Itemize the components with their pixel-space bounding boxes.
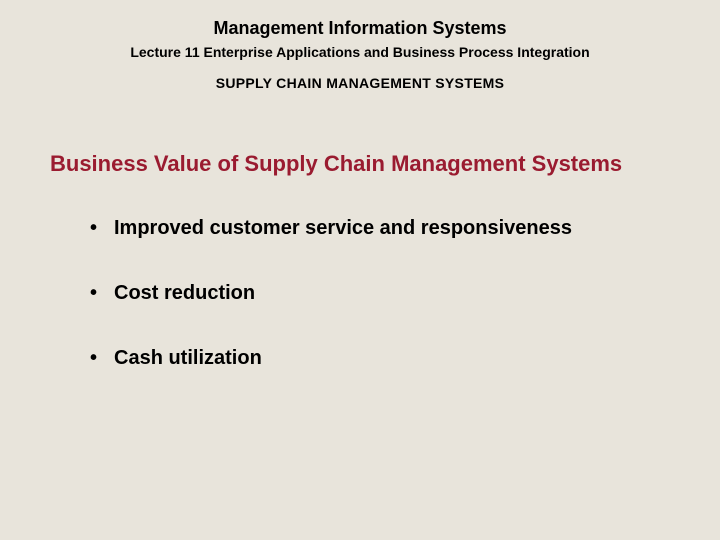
header-title: Management Information Systems: [40, 18, 680, 39]
list-item: Cash utilization: [90, 347, 680, 370]
section-title: SUPPLY CHAIN MANAGEMENT SYSTEMS: [40, 75, 680, 91]
content-title: Business Value of Supply Chain Managemen…: [40, 151, 680, 177]
header-subtitle: Lecture 11 Enterprise Applications and B…: [40, 43, 680, 61]
list-item: Cost reduction: [90, 282, 680, 305]
list-item: Improved customer service and responsive…: [90, 217, 680, 240]
bullet-list: Improved customer service and responsive…: [40, 217, 680, 370]
slide-container: Management Information Systems Lecture 1…: [0, 0, 720, 540]
